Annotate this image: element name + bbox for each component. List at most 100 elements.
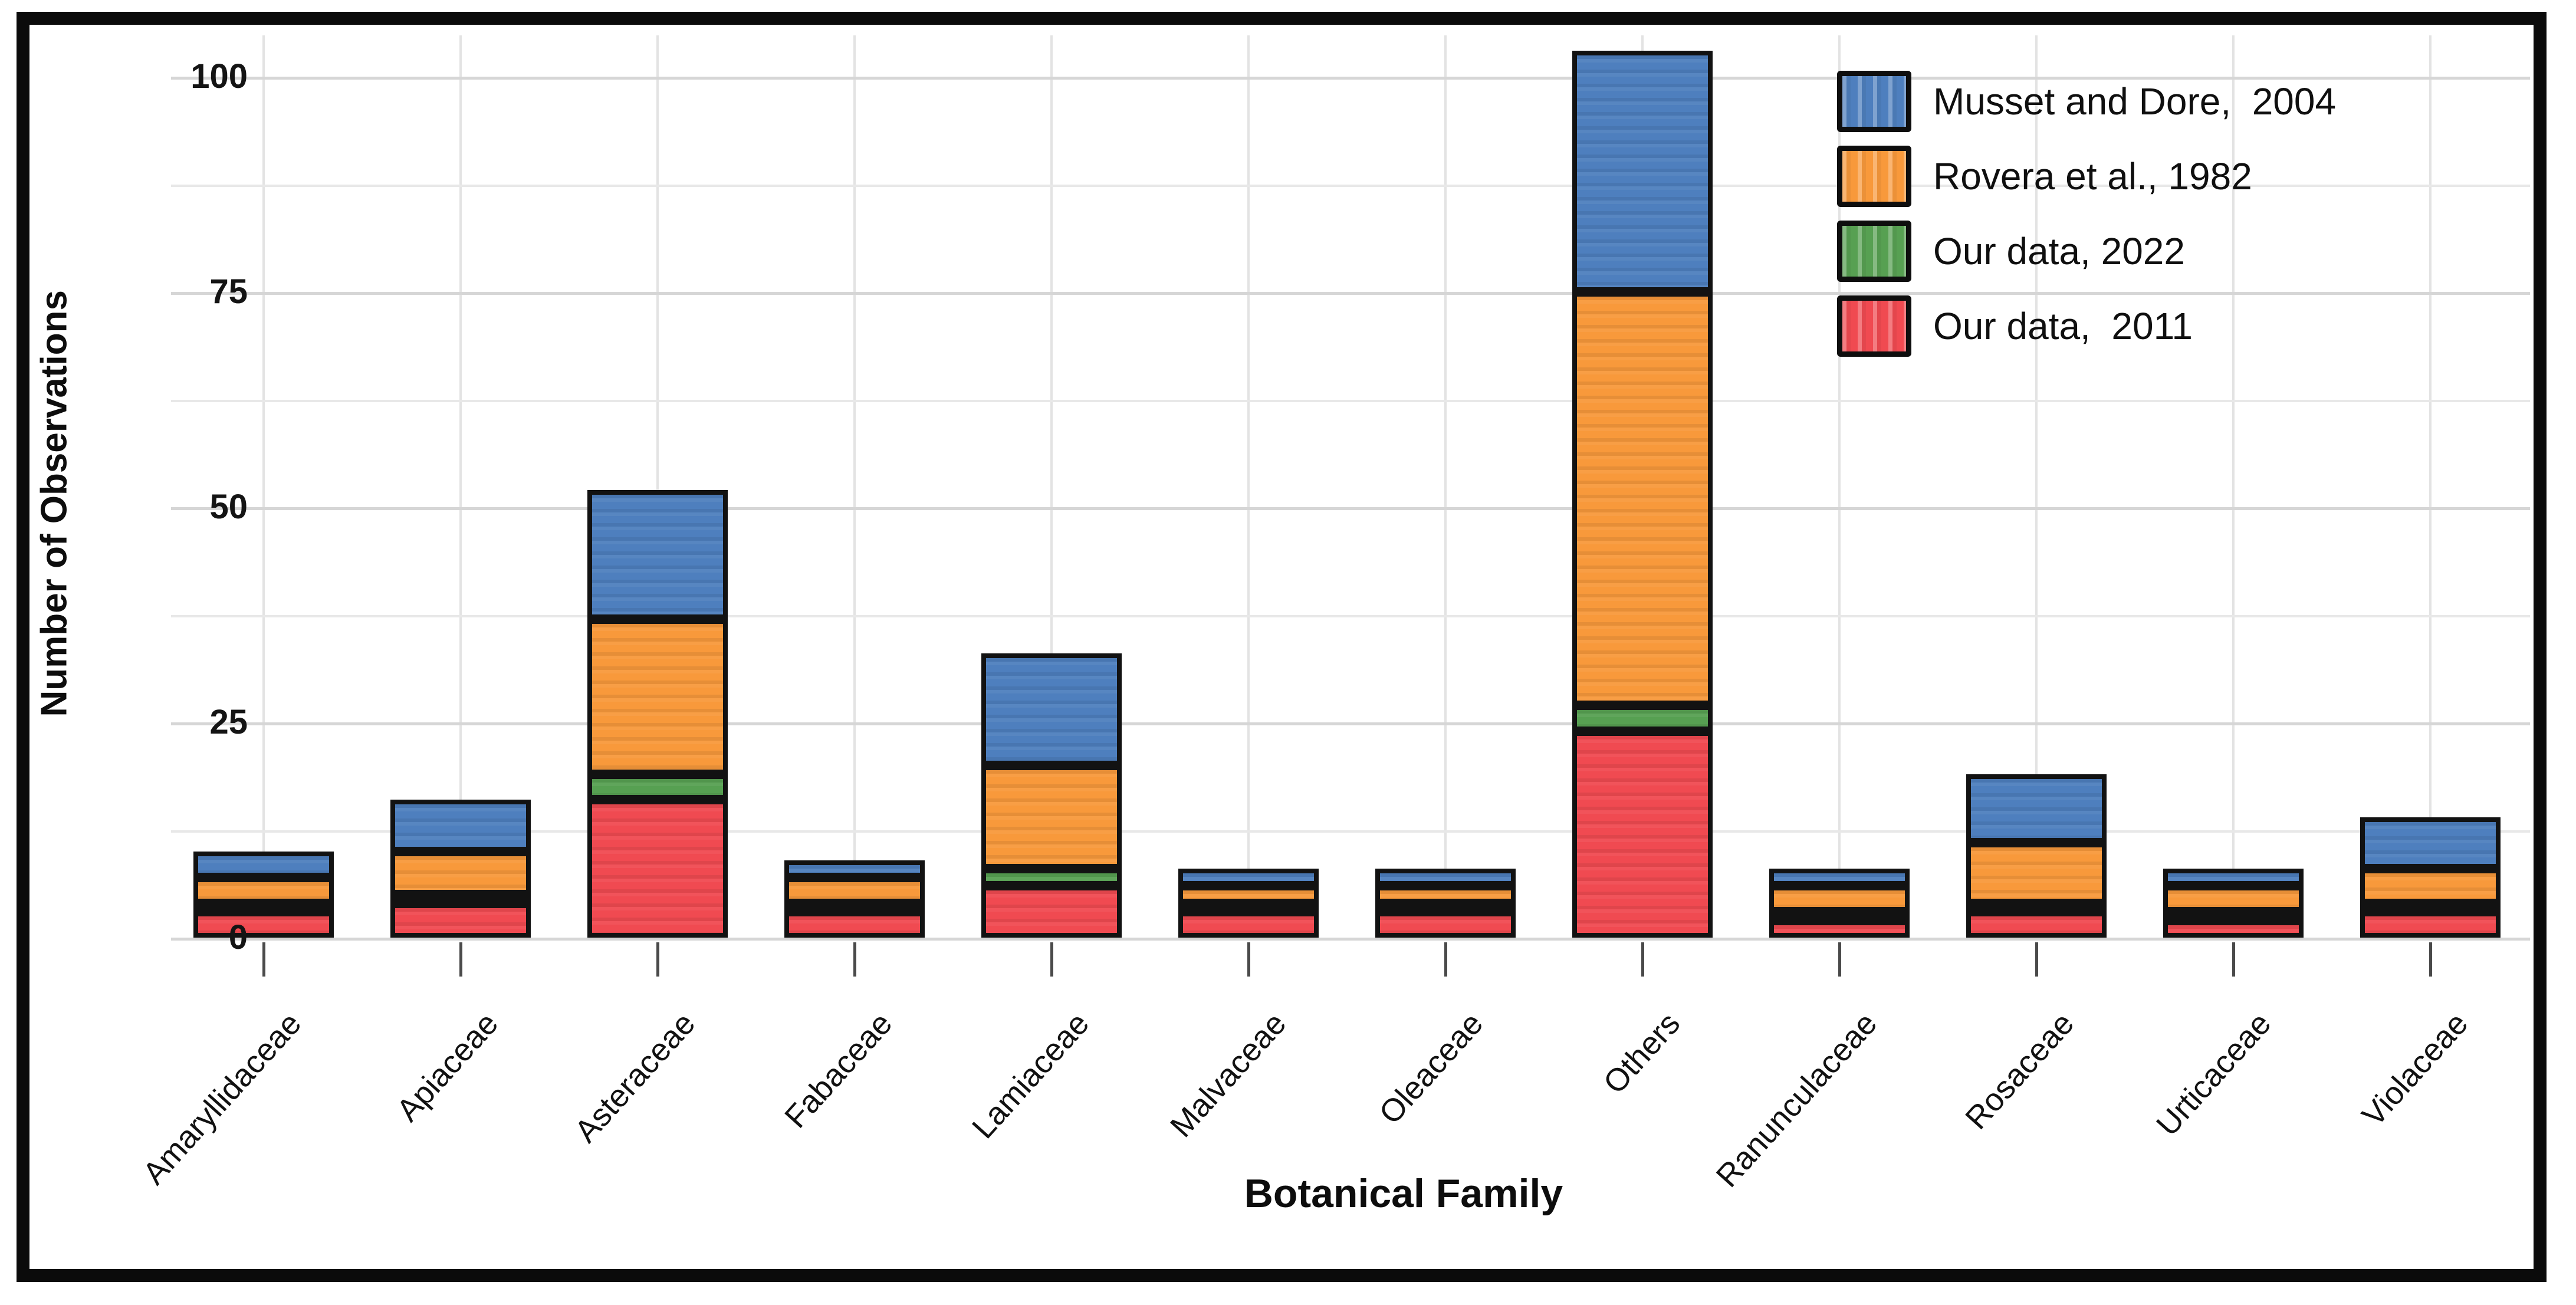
- bar-segment-amaryllidaceae-our-data-2022: [193, 903, 334, 913]
- vertical-gridline: [2035, 35, 2038, 939]
- x-tick-mark: [2232, 942, 2235, 977]
- bar-segment-urticaceae-our-data-2011: [2163, 920, 2304, 938]
- bar-segment-amaryllidaceae-our-data-2011: [193, 912, 334, 938]
- bar-segment-asteraceae-our-data-2011: [587, 800, 728, 938]
- x-tick-mark: [1247, 942, 1250, 977]
- major-gridline: [171, 722, 2530, 725]
- x-tick-mark: [262, 942, 265, 977]
- legend-swatch: [1837, 295, 1911, 357]
- x-category-label-ranunculaceae: Ranunculaceae: [1709, 1005, 1884, 1194]
- bar-segment-rosaceae-musset-2004: [1966, 774, 2107, 843]
- bar-segment-lamiaceae-musset-2004: [981, 653, 1122, 765]
- x-tick-mark: [853, 942, 856, 977]
- x-tick-mark: [1838, 942, 1841, 977]
- bar-segment-oleaceae-musset-2004: [1375, 869, 1516, 886]
- x-category-label-violaceae: Violaceae: [2355, 1005, 2475, 1133]
- minor-gridline: [171, 614, 2530, 617]
- x-tick-mark: [656, 942, 659, 977]
- bar-segment-others-our-data-2022: [1572, 705, 1713, 731]
- bar-segment-urticaceae-our-data-2022: [2163, 912, 2304, 922]
- bar-segment-others-rovera-1982: [1572, 292, 1713, 705]
- y-tick-label-25: 25: [209, 703, 248, 741]
- bar-segment-fabaceae-our-data-2011: [784, 912, 925, 938]
- y-tick-label-100: 100: [190, 57, 248, 96]
- x-category-label-amaryllidaceae: Amaryllidaceae: [136, 1005, 308, 1192]
- bar-segment-urticaceae-musset-2004: [2163, 869, 2304, 886]
- bar-segment-rosaceae-rovera-1982: [1966, 843, 2107, 903]
- bar-segment-violaceae-our-data-2022: [2360, 903, 2501, 913]
- vertical-gridline: [1050, 35, 1053, 939]
- bar-segment-lamiaceae-our-data-2022: [981, 869, 1122, 886]
- legend-swatch: [1837, 71, 1911, 132]
- legend-label: Rovera et al., 1982: [1933, 155, 2252, 198]
- x-tick-mark: [2035, 942, 2038, 977]
- y-tick-label-75: 75: [209, 272, 248, 311]
- minor-gridline: [171, 830, 2530, 833]
- x-category-label-others: Others: [1596, 1005, 1687, 1101]
- bar-segment-others-musset-2004: [1572, 51, 1713, 292]
- minor-gridline: [171, 399, 2530, 402]
- legend-label: Our data, 2022: [1933, 230, 2185, 272]
- bar-segment-apiaceae-rovera-1982: [390, 852, 531, 895]
- bar-segment-amaryllidaceae-rovera-1982: [193, 877, 334, 903]
- x-category-label-urticaceae: Urticaceae: [2150, 1005, 2278, 1143]
- major-gridline: [171, 507, 2530, 510]
- vertical-gridline: [853, 35, 856, 939]
- x-category-label-apiaceae: Apiaceae: [390, 1005, 505, 1129]
- bar-segment-fabaceae-our-data-2022: [784, 903, 925, 913]
- bar-segment-violaceae-musset-2004: [2360, 817, 2501, 869]
- bar-segment-asteraceae-our-data-2022: [587, 774, 728, 800]
- bar-segment-urticaceae-rovera-1982: [2163, 886, 2304, 912]
- bar-segment-apiaceae-musset-2004: [390, 800, 531, 852]
- bar-segment-malvaceae-our-data-2022: [1178, 903, 1319, 913]
- vertical-gridline: [2429, 35, 2432, 939]
- bar-segment-malvaceae-rovera-1982: [1178, 886, 1319, 903]
- y-tick-label-50: 50: [209, 488, 248, 526]
- legend-label: Our data, 2011: [1933, 305, 2193, 347]
- vertical-gridline: [1247, 35, 1250, 939]
- x-category-label-rosaceae: Rosaceae: [1959, 1005, 2081, 1136]
- bar-segment-amaryllidaceae-musset-2004: [193, 852, 334, 877]
- bar-segment-malvaceae-musset-2004: [1178, 869, 1319, 886]
- bar-segment-lamiaceae-rovera-1982: [981, 765, 1122, 869]
- bar-segment-apiaceae-our-data-2022: [390, 895, 531, 904]
- bar-segment-apiaceae-our-data-2011: [390, 903, 531, 938]
- bar-segment-violaceae-rovera-1982: [2360, 869, 2501, 903]
- y-tick-label-0: 0: [228, 918, 248, 956]
- major-gridline: [171, 938, 2530, 941]
- bar-segment-asteraceae-rovera-1982: [587, 619, 728, 774]
- bar-segment-rosaceae-our-data-2022: [1966, 903, 2107, 913]
- x-tick-mark: [459, 942, 462, 977]
- bar-segment-others-our-data-2011: [1572, 731, 1713, 938]
- minor-gridline: [171, 184, 2530, 187]
- bar-segment-oleaceae-our-data-2011: [1375, 912, 1516, 938]
- x-category-label-malvaceae: Malvaceae: [1164, 1005, 1293, 1144]
- legend-swatch: [1837, 221, 1911, 282]
- legend-swatch: [1837, 146, 1911, 207]
- bar-segment-rosaceae-our-data-2011: [1966, 912, 2107, 938]
- vertical-gridline: [1444, 35, 1447, 939]
- major-gridline: [171, 77, 2530, 80]
- x-category-label-oleaceae: Oleaceae: [1372, 1005, 1490, 1131]
- bar-segment-ranunculaceae-our-data-2011: [1769, 920, 1910, 938]
- x-tick-mark: [2429, 942, 2432, 977]
- vertical-gridline: [459, 35, 462, 939]
- vertical-gridline: [262, 35, 265, 939]
- bar-segment-fabaceae-musset-2004: [784, 860, 925, 877]
- x-category-label-asteraceae: Asteraceae: [567, 1005, 702, 1149]
- bar-segment-asteraceae-musset-2004: [587, 489, 728, 619]
- x-tick-mark: [1641, 942, 1644, 977]
- x-tick-mark: [1050, 942, 1053, 977]
- vertical-gridline: [656, 35, 659, 939]
- major-gridline: [171, 292, 2530, 295]
- vertical-gridline: [2232, 35, 2235, 939]
- bar-segment-malvaceae-our-data-2011: [1178, 912, 1319, 938]
- vertical-gridline: [1838, 35, 1841, 939]
- bar-segment-violaceae-our-data-2011: [2360, 912, 2501, 938]
- bar-segment-ranunculaceae-our-data-2022: [1769, 912, 1910, 922]
- x-axis-title: Botanical Family: [1244, 1171, 1563, 1216]
- bar-segment-ranunculaceae-musset-2004: [1769, 869, 1910, 886]
- bar-segment-fabaceae-rovera-1982: [784, 877, 925, 903]
- legend-label: Musset and Dore, 2004: [1933, 80, 2337, 123]
